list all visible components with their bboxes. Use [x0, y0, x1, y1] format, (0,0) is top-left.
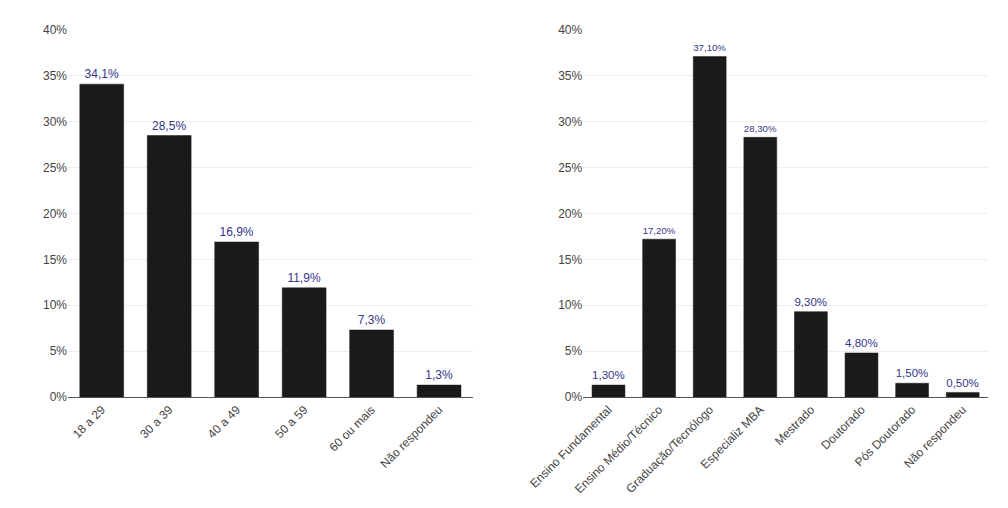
svg-text:9,30%: 9,30%	[794, 296, 827, 308]
svg-text:1,3%: 1,3%	[425, 368, 453, 382]
svg-text:Graduação/Tecnólogo: Graduação/Tecnólogo	[623, 403, 716, 496]
svg-text:Especializ MBA: Especializ MBA	[698, 403, 767, 472]
svg-text:28,30%: 28,30%	[744, 123, 777, 134]
svg-text:15%: 15%	[43, 253, 67, 267]
svg-text:Pós Doutorado: Pós Doutorado	[852, 403, 919, 470]
svg-text:0,50%: 0,50%	[946, 377, 979, 389]
svg-text:20%: 20%	[558, 207, 582, 221]
svg-text:40%: 40%	[558, 23, 582, 37]
svg-text:10%: 10%	[43, 298, 67, 312]
svg-text:34,1%: 34,1%	[85, 67, 119, 81]
svg-text:Mestrado: Mestrado	[772, 403, 818, 449]
svg-text:10%: 10%	[558, 298, 582, 312]
svg-text:18 a 29: 18 a 29	[70, 403, 108, 441]
svg-text:35%: 35%	[43, 69, 67, 83]
svg-text:1,50%: 1,50%	[896, 367, 929, 379]
svg-text:25%: 25%	[43, 161, 67, 175]
svg-text:1,30%: 1,30%	[592, 369, 625, 381]
svg-text:17,20%: 17,20%	[643, 225, 676, 236]
svg-text:30 a 39: 30 a 39	[137, 403, 175, 441]
svg-text:37,10%: 37,10%	[693, 42, 726, 53]
svg-text:50 a 59: 50 a 59	[272, 403, 310, 441]
svg-text:16,9%: 16,9%	[219, 225, 253, 239]
svg-text:25%: 25%	[558, 161, 582, 175]
svg-text:28,5%: 28,5%	[152, 119, 186, 133]
svg-text:15%: 15%	[558, 253, 582, 267]
svg-text:7,3%: 7,3%	[358, 313, 386, 327]
svg-text:0%: 0%	[50, 390, 68, 404]
svg-text:11,9%: 11,9%	[287, 271, 320, 285]
svg-text:Ensino Fundamental: Ensino Fundamental	[527, 403, 615, 491]
svg-text:35%: 35%	[558, 69, 582, 83]
svg-text:Não respondeu: Não respondeu	[901, 403, 969, 471]
svg-text:60 ou mais: 60 ou mais	[327, 403, 378, 454]
svg-text:20%: 20%	[43, 207, 67, 221]
svg-text:Não respondeu: Não respondeu	[378, 403, 446, 471]
svg-text:5%: 5%	[50, 344, 68, 358]
svg-text:4,80%: 4,80%	[845, 337, 878, 349]
svg-text:40%: 40%	[43, 23, 67, 37]
svg-text:0%: 0%	[565, 390, 583, 404]
svg-text:30%: 30%	[43, 115, 67, 129]
svg-text:30%: 30%	[558, 115, 582, 129]
svg-text:5%: 5%	[565, 344, 583, 358]
svg-text:Doutorado: Doutorado	[818, 403, 868, 453]
svg-text:Ensino Médio/Técnico: Ensino Médio/Técnico	[572, 403, 666, 497]
svg-text:40 a 49: 40 a 49	[205, 403, 243, 441]
